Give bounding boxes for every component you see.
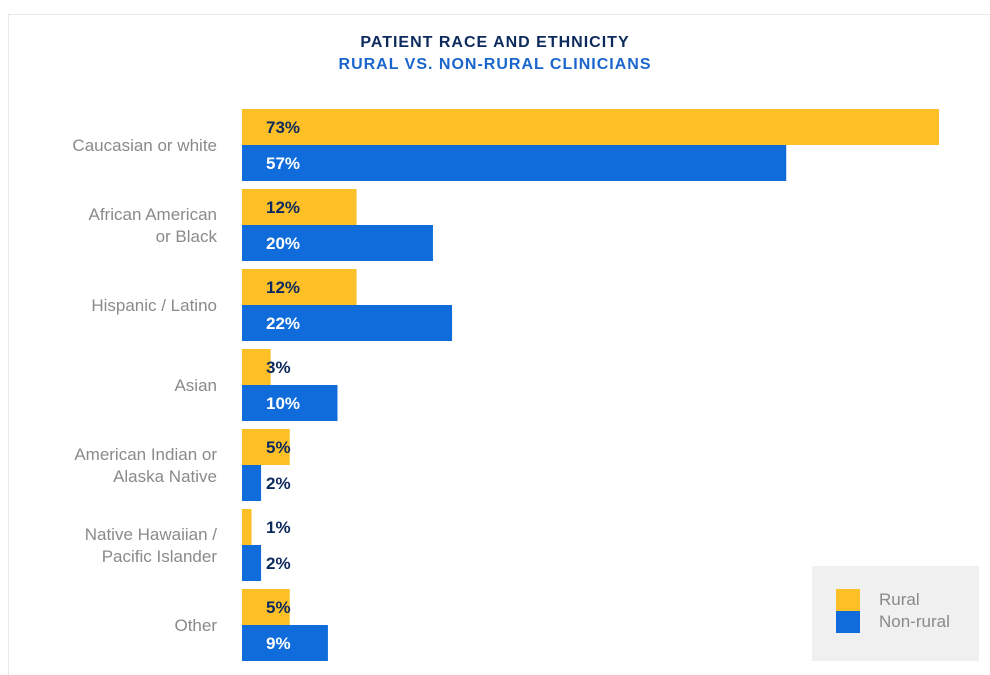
value-label-rural-african-american-or-black: 12% bbox=[266, 198, 300, 217]
bar-non-rural-hispanic-latino bbox=[242, 305, 453, 341]
bar-rural-other bbox=[242, 589, 290, 625]
bar-non-rural-native-hawaiian-pacific-islander bbox=[242, 545, 262, 581]
bar-rural-american-indian-or-alaska-native bbox=[242, 429, 290, 465]
category-label-native-hawaiian-pacific-islander: Native Hawaiian / Pacific Islander bbox=[85, 525, 218, 566]
bar-rural-caucasian-or-white bbox=[242, 109, 939, 145]
legend-label-rural: Rural bbox=[879, 590, 920, 609]
category-label-american-indian-or-alaska-native: American Indian or Alaska Native bbox=[74, 445, 217, 486]
value-label-rural-asian: 3% bbox=[266, 358, 291, 377]
bar-rural-asian bbox=[242, 349, 271, 385]
chart-frame bbox=[8, 14, 990, 675]
value-label-non-rural-asian: 10% bbox=[266, 394, 300, 413]
bar-non-rural-other bbox=[242, 625, 328, 661]
bar-rural-hispanic-latino bbox=[242, 269, 357, 305]
bar-non-rural-african-american-or-black bbox=[242, 225, 433, 261]
value-label-rural-caucasian-or-white: 73% bbox=[266, 118, 300, 137]
value-label-rural-native-hawaiian-pacific-islander: 1% bbox=[266, 518, 291, 537]
legend-swatch-non-rural bbox=[836, 611, 860, 633]
category-label-african-american-or-black: African American or Black bbox=[89, 205, 218, 246]
category-label-hispanic-latino: Hispanic / Latino bbox=[91, 296, 217, 315]
value-label-non-rural-native-hawaiian-pacific-islander: 2% bbox=[266, 554, 291, 573]
value-label-rural-american-indian-or-alaska-native: 5% bbox=[266, 438, 291, 457]
value-label-non-rural-other: 9% bbox=[266, 634, 291, 653]
legend: Rural Non-rural bbox=[812, 566, 979, 661]
category-label-caucasian-or-white: Caucasian or white bbox=[72, 136, 217, 155]
value-label-rural-hispanic-latino: 12% bbox=[266, 278, 300, 297]
bar-non-rural-american-indian-or-alaska-native bbox=[242, 465, 262, 501]
category-label-other: Other bbox=[174, 616, 217, 635]
value-label-rural-other: 5% bbox=[266, 598, 291, 617]
bar-non-rural-asian bbox=[242, 385, 338, 421]
bar-rural-african-american-or-black bbox=[242, 189, 357, 225]
value-label-non-rural-american-indian-or-alaska-native: 2% bbox=[266, 474, 291, 493]
chart-title: PATIENT RACE AND ETHNICITY bbox=[360, 34, 630, 51]
value-label-non-rural-african-american-or-black: 20% bbox=[266, 234, 300, 253]
chart-subtitle: RURAL VS. NON-RURAL CLINICIANS bbox=[338, 56, 652, 73]
bar-non-rural-caucasian-or-white bbox=[242, 145, 787, 181]
legend-label-non-rural: Non-rural bbox=[879, 612, 950, 631]
bar-rural-native-hawaiian-pacific-islander bbox=[242, 509, 252, 545]
category-label-asian: Asian bbox=[174, 376, 217, 395]
legend-swatch-rural bbox=[836, 589, 860, 611]
value-label-non-rural-hispanic-latino: 22% bbox=[266, 314, 300, 333]
value-label-non-rural-caucasian-or-white: 57% bbox=[266, 154, 300, 173]
